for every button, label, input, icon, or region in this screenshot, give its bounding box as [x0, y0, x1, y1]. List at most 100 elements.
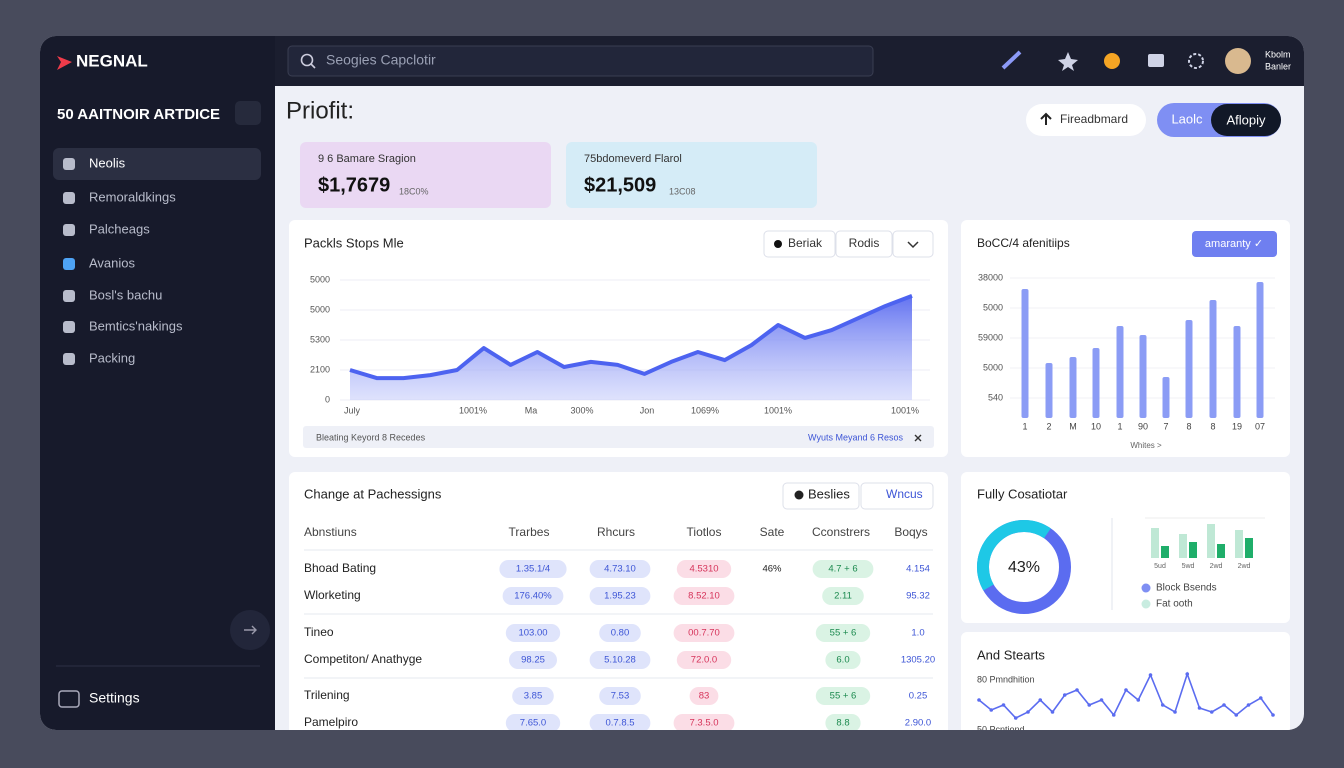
mini-bar — [1151, 528, 1159, 558]
nav-settings[interactable]: Settings — [89, 690, 140, 706]
cell: 98.25 — [521, 655, 545, 666]
chart-button[interactable] — [835, 230, 893, 258]
nav-item[interactable]: Bosl's bachu — [89, 287, 162, 302]
cell: 103.00 — [518, 628, 547, 639]
mail-icon[interactable] — [1148, 54, 1164, 67]
legend-label: Block Bsends — [1156, 583, 1217, 594]
search-icon — [300, 53, 314, 67]
line-point — [1209, 710, 1214, 714]
cell-pill — [589, 714, 651, 730]
nav-item[interactable]: Neolis — [89, 155, 126, 170]
search-icon — [310, 63, 316, 69]
x-tick-label: 5wd — [1182, 563, 1195, 570]
upload-button[interactable] — [1026, 104, 1146, 136]
card-title: And Stearts — [977, 647, 1045, 662]
button-dot — [774, 240, 782, 248]
cell: 8.8 — [836, 718, 849, 729]
upload-icon — [1040, 112, 1052, 125]
nav-icon — [63, 158, 75, 170]
x-tick-label: 90 — [1138, 421, 1148, 431]
mini-bar — [1245, 538, 1253, 558]
line-point — [1148, 673, 1153, 677]
mini-bar — [1235, 530, 1243, 558]
cell: 7.3.5.0 — [689, 718, 718, 729]
button-label[interactable]: Wncus — [886, 487, 923, 501]
app-frame: NEGNAL 50 AAITNOIR ARTDICE Neolis Remoraldk… — [40, 36, 1304, 730]
toggle-active[interactable] — [1211, 104, 1281, 136]
mini-bar — [1161, 546, 1169, 558]
chevron — [907, 241, 919, 249]
card-title: Packls Stops Mle — [304, 235, 404, 250]
cell-pill — [812, 560, 874, 578]
donut-segment — [977, 520, 1051, 591]
avatar[interactable] — [1225, 48, 1251, 74]
x-tick-label: 10 — [1091, 421, 1101, 431]
cell-pill — [815, 687, 871, 705]
star-icon[interactable] — [1058, 52, 1078, 71]
cell: 0.7.8.5 — [605, 718, 634, 729]
notify-icon[interactable] — [1104, 53, 1120, 69]
close-icon[interactable] — [914, 434, 922, 442]
line-point — [1111, 713, 1116, 717]
chart-button[interactable] — [1192, 231, 1277, 257]
cell: 0.25 — [909, 691, 928, 702]
x-tick-label: 7 — [1163, 421, 1168, 431]
button-label[interactable]: Aflopiy — [1226, 112, 1266, 127]
nav-icon — [63, 192, 75, 204]
cell-pill — [512, 687, 554, 705]
bar — [1069, 357, 1077, 418]
tool-icon[interactable] — [1001, 50, 1022, 70]
cell: 1.35.1/4 — [516, 564, 550, 575]
button-label[interactable]: Rodis — [849, 236, 880, 250]
search-box[interactable] — [287, 45, 874, 77]
donut-card — [961, 472, 1290, 623]
table-button[interactable] — [860, 482, 934, 510]
mini-bar — [1217, 544, 1225, 558]
cell: 1.95.23 — [604, 591, 636, 602]
table-button[interactable] — [782, 482, 860, 510]
cell: 3.85 — [524, 691, 543, 702]
expand-icon — [244, 625, 257, 635]
cell-pill — [815, 624, 871, 642]
x-tick-label: 1 — [1117, 421, 1122, 431]
x-tick-label: 300% — [570, 405, 593, 415]
cell-pill — [673, 714, 735, 730]
button-label[interactable]: amaranty ✓ — [1205, 238, 1263, 250]
button-label[interactable]: Beslies — [808, 486, 850, 501]
nav-item[interactable]: Packing — [89, 350, 135, 365]
line-point — [1050, 710, 1055, 714]
bar — [1256, 282, 1264, 418]
line-point — [1087, 703, 1092, 707]
nav-item[interactable]: Palcheags — [89, 221, 150, 236]
bar — [1162, 377, 1170, 418]
collapse-button[interactable] — [235, 101, 261, 125]
line-point — [1234, 713, 1239, 717]
nav-item[interactable]: Avanios — [89, 255, 136, 270]
user-name: Kbolm — [1265, 49, 1291, 59]
area-line — [349, 294, 913, 381]
line-point — [1075, 688, 1079, 692]
button-label[interactable]: Fireadbmard — [1060, 112, 1128, 126]
line-point — [1160, 703, 1165, 707]
x-tick-label: 8 — [1210, 421, 1215, 431]
nav-item[interactable]: Remoraldkings — [89, 189, 176, 204]
line-point — [1038, 698, 1043, 702]
chart-footer — [303, 426, 934, 448]
button-label[interactable]: Laolc — [1171, 111, 1203, 126]
chart-button[interactable] — [763, 230, 836, 258]
cell: 55 + 6 — [830, 691, 857, 702]
footer-text: Wyuts Meyand 6 Resos — [808, 432, 903, 442]
line-point — [1173, 710, 1177, 714]
nav-item[interactable]: Bemtics'nakings — [89, 318, 183, 333]
bar — [1021, 289, 1029, 418]
cell: 4.154 — [906, 564, 930, 575]
column-header: Tiotlos — [687, 525, 722, 539]
button-label[interactable]: Beriak — [788, 236, 823, 250]
line-point — [1062, 693, 1067, 697]
stat-card — [300, 142, 551, 208]
line-point — [1258, 696, 1263, 700]
settings-gear[interactable] — [1188, 53, 1204, 69]
dropdown-button[interactable] — [892, 230, 934, 258]
cell: 8.52.10 — [688, 591, 720, 602]
x-tick-label: 19 — [1232, 421, 1242, 431]
